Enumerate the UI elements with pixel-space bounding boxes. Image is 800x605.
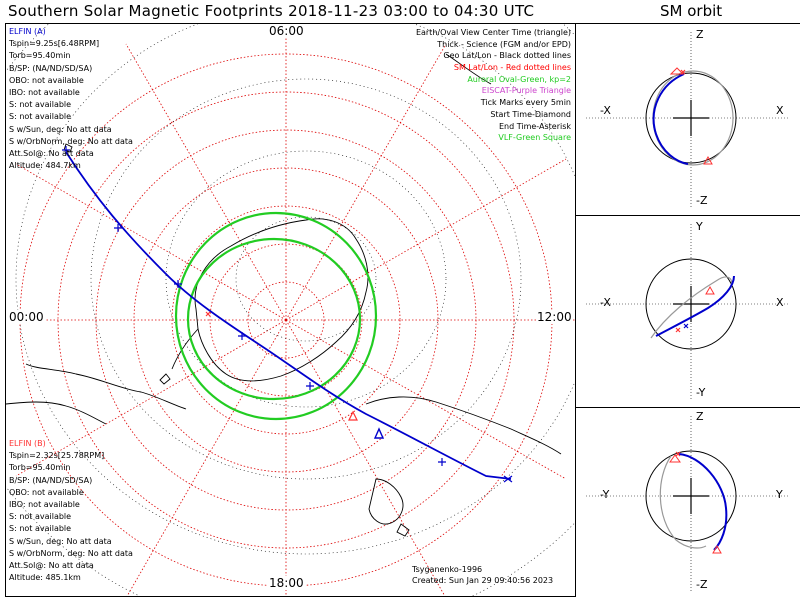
- axis-label-right: Y: [776, 488, 783, 501]
- legend-item: VLF-Green Square: [498, 133, 571, 143]
- elfin-a-line: ELFIN (A): [9, 27, 46, 36]
- elfin-a-line: S w/OrbNorm, deg: No att data: [9, 136, 133, 146]
- orbit-panel-xz: Z -Z -X X: [576, 23, 800, 215]
- map-legend: Earth/Oval View Center Time (triangle) T…: [416, 27, 571, 144]
- orbit-panel-xy: Y -Y -X X: [576, 215, 800, 407]
- elfin-a-center-triangle: [373, 427, 385, 439]
- legend-item: End Time-Asterisk: [498, 121, 571, 131]
- elfin-b-center-triangle: [348, 410, 358, 421]
- auroral-oval-inner: [186, 237, 362, 401]
- elfin-a-orbit: [655, 275, 735, 337]
- geo-latitude-grid: [6, 24, 575, 596]
- page-title: Southern Solar Magnetic Footprints 2018-…: [8, 2, 535, 20]
- elfin-a-ticks: [62, 146, 513, 483]
- axis-label-left: -Y: [600, 488, 610, 501]
- axis-label-left: -X: [600, 104, 611, 117]
- elfin-b-markers: [205, 311, 358, 421]
- axis-label-right: X: [776, 104, 784, 117]
- elfin-b-line: B/SP: (NA/ND/SD/SA): [9, 475, 93, 485]
- axis-label-bottom: -Z: [696, 578, 708, 591]
- credits-created: Created: Sun Jan 29 09:40:56 2023: [412, 575, 554, 585]
- elfin-b-line: Tspin=2.32s[25.78RPM]: [9, 451, 105, 461]
- elfin-a-line: S: not available: [9, 112, 72, 122]
- footprint-map: ELFIN (A) Tspin=9.25s[6.48RPM] Torb=95.4…: [5, 23, 576, 597]
- elfin-a-line: IBO: not available: [9, 87, 80, 97]
- axis-label-bottom: -Y: [696, 386, 706, 399]
- elfin-b-line: OBO: not available: [9, 487, 84, 497]
- orbit-panel-title: SM orbit: [660, 2, 723, 20]
- axis-label-left: -X: [600, 296, 611, 309]
- orbit-panel-yz: Z -Z -Y Y: [576, 407, 800, 600]
- elfin-b-line: IBO: not available: [9, 499, 80, 509]
- elfin-a-info: ELFIN (A) Tspin=9.25s[6.48RPM] Torb=95.4…: [9, 26, 133, 172]
- polar-map-svg: [6, 24, 575, 596]
- clock-label-right: 12:00: [536, 310, 573, 324]
- coastlines: [6, 53, 562, 537]
- elfin-a-track: [62, 146, 513, 483]
- axis-label-top: Z: [696, 28, 704, 41]
- credits-model: Tsyganenko-1996: [412, 565, 483, 574]
- axis-label-right: X: [776, 296, 784, 309]
- legend-item: EISCAT-Purple Triangle: [481, 86, 571, 96]
- sm-longitude-grid: [6, 24, 575, 596]
- elfin-a-line: OBO: not available: [9, 75, 84, 85]
- clock-label-top: 06:00: [268, 24, 305, 38]
- elfin-b-line: S w/Sun, deg: No att data: [9, 536, 112, 546]
- orbit-plot-yz: [586, 416, 790, 592]
- elfin-a-line: Torb=95.40min: [9, 51, 71, 61]
- elfin-b-line: Altitude: 485.1km: [9, 573, 81, 583]
- clock-label-left: 00:00: [8, 310, 45, 324]
- elfin-b-line: ELFIN (B): [9, 439, 46, 448]
- legend-item: Earth/Oval View Center Time (triangle): [415, 28, 571, 37]
- clock-label-bottom: 18:00: [268, 576, 305, 590]
- legend-item: Auroral Oval-Green, kp=2: [467, 74, 571, 84]
- antarctica-coast: [194, 218, 369, 382]
- auroral-oval: [174, 211, 378, 421]
- axis-label-top: Z: [696, 410, 704, 423]
- elfin-a-line: Tspin=9.25s[6.48RPM]: [9, 39, 100, 49]
- auroral-oval-outer: [174, 211, 378, 421]
- legend-item: Tick Marks every 5min: [480, 98, 571, 108]
- axis-label-bottom: -Z: [696, 194, 708, 207]
- legend-item: Start Time-Diamond: [490, 109, 571, 119]
- elfin-a-orbit: [652, 73, 689, 165]
- elfin-b-line: S: not available: [9, 512, 72, 522]
- elfin-a-line: Att.Sol@: No att data: [9, 148, 94, 158]
- elfin-a-line: B/SP: (NA/ND/SD/SA): [9, 63, 93, 73]
- legend-item: SM Lat/Lon - Red dotted lines: [453, 63, 571, 73]
- elfin-a-orbit: [678, 453, 728, 551]
- elfin-b-line: S w/OrbNorm, deg: No att data: [9, 548, 133, 558]
- orbit-plot-xy: [586, 224, 790, 400]
- legend-item: Geo Lat/Lon - Black dotted lines: [443, 51, 571, 61]
- legend-item: Thick - Science (FGM and/or EPD): [437, 39, 571, 49]
- elfin-b-line: Att.Sol@: No att data: [9, 560, 94, 570]
- credits: Tsyganenko-1996 Created: Sun Jan 29 09:4…: [412, 565, 553, 586]
- elfin-a-line: S: not available: [9, 100, 72, 110]
- elfin-a-line: Altitude: 484.7km: [9, 161, 81, 171]
- elfin-b-line: S: not available: [9, 524, 72, 534]
- elfin-b-info: ELFIN (B) Tspin=2.32s[25.78RPM] Torb=95.…: [9, 438, 133, 584]
- axis-label-top: Y: [696, 220, 703, 233]
- orbit-plot-xz: [586, 32, 790, 208]
- elfin-a-line: S w/Sun, deg: No att data: [9, 124, 112, 134]
- elfin-b-line: Torb=95.40min: [9, 463, 71, 473]
